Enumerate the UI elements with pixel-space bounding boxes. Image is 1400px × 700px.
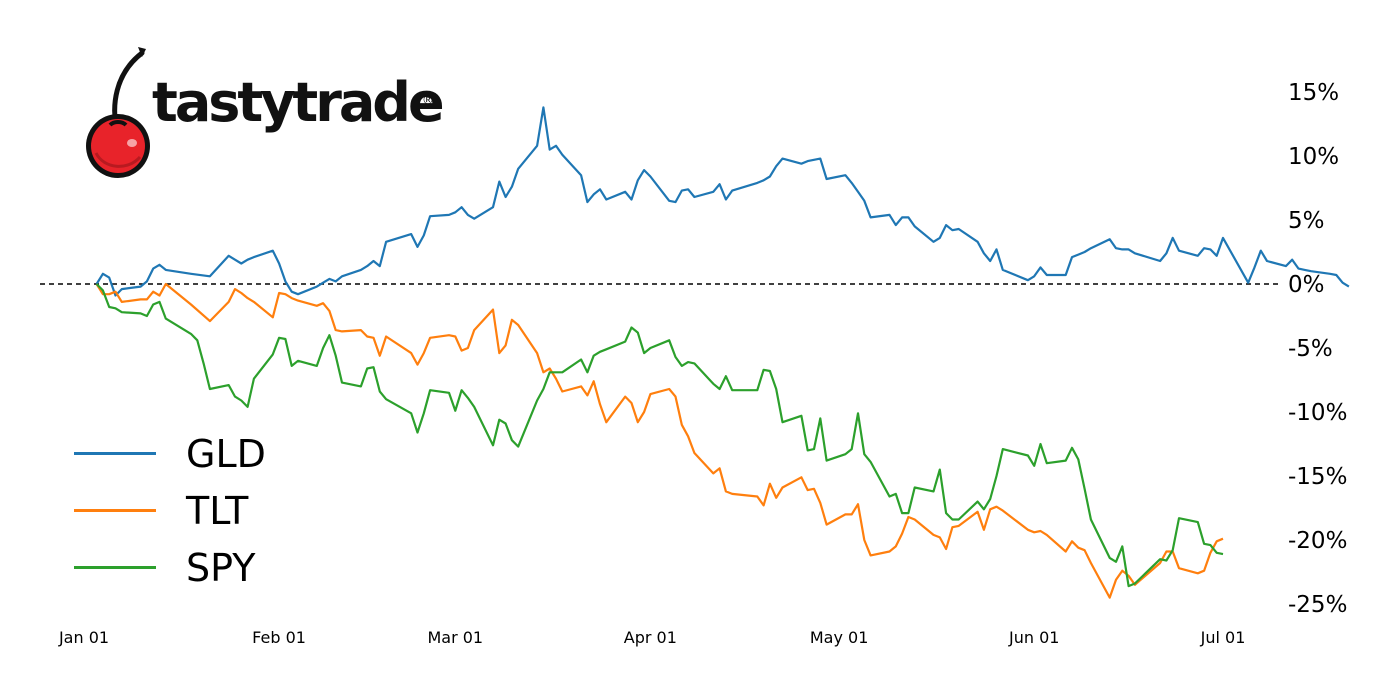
x-tick-label: Jan 01 bbox=[58, 628, 109, 647]
registered-mark: ® bbox=[422, 93, 434, 107]
x-tick-labels: Jan 01 Feb 01 Mar 01 Apr 01 May 01 Jun 01 Jul … bbox=[58, 628, 1245, 647]
x-tick-label: Mar 01 bbox=[427, 628, 483, 647]
legend-item-spy: SPY bbox=[74, 539, 266, 596]
y-tick-labels: 15% 10% 5% 0% -5% -10% -15% -20% -25% bbox=[1288, 80, 1347, 618]
y-tick-label: -20% bbox=[1288, 528, 1347, 554]
x-tick-label: Jun 01 bbox=[1008, 628, 1059, 647]
y-tick-label: 15% bbox=[1288, 80, 1339, 106]
legend-item-tlt: TLT bbox=[74, 482, 266, 539]
y-tick-label: -15% bbox=[1288, 464, 1347, 490]
brand-logo: tastytrade ® bbox=[80, 45, 450, 185]
y-tick-label: -10% bbox=[1288, 400, 1347, 426]
legend-label-spy: SPY bbox=[186, 545, 256, 590]
brand-wordmark: tastytrade bbox=[152, 71, 445, 134]
legend-swatch-spy bbox=[74, 566, 156, 569]
y-tick-label: -25% bbox=[1288, 592, 1347, 618]
x-tick-label: Jul 01 bbox=[1200, 628, 1246, 647]
series-line-tlt bbox=[95, 282, 1224, 599]
y-tick-label: 10% bbox=[1288, 144, 1339, 170]
x-tick-label: Apr 01 bbox=[624, 628, 677, 647]
legend-label-tlt: TLT bbox=[186, 488, 249, 533]
legend-swatch-tlt bbox=[74, 509, 156, 512]
cherry-icon bbox=[86, 47, 150, 178]
y-tick-label: 5% bbox=[1288, 208, 1325, 234]
series-layer bbox=[95, 106, 1350, 599]
chart-legend: GLD TLT SPY bbox=[74, 425, 266, 596]
series-line-gld bbox=[95, 106, 1350, 297]
legend-swatch-gld bbox=[74, 452, 156, 455]
x-tick-label: Feb 01 bbox=[252, 628, 306, 647]
y-tick-label: -5% bbox=[1288, 336, 1333, 362]
series-line-spy bbox=[95, 283, 1224, 588]
x-tick-label: May 01 bbox=[810, 628, 869, 647]
legend-item-gld: GLD bbox=[74, 425, 266, 482]
y-tick-label: 0% bbox=[1288, 272, 1325, 298]
legend-label-gld: GLD bbox=[186, 431, 266, 476]
